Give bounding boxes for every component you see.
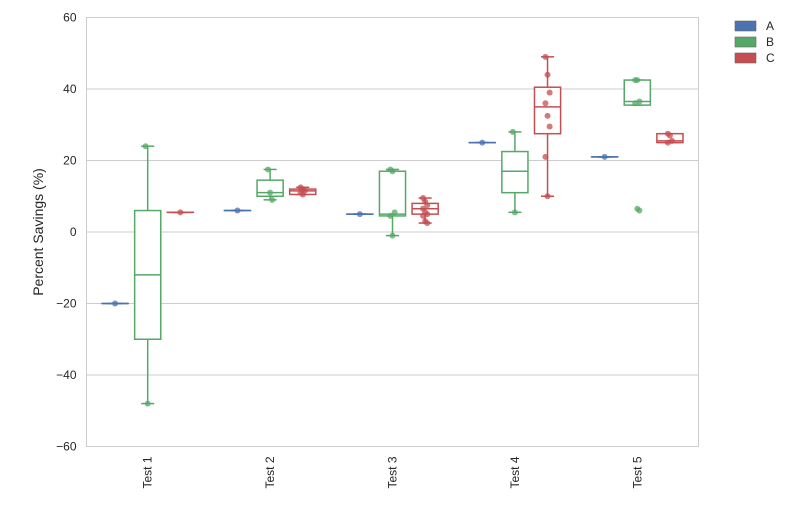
- x-tick-label: Test 3: [386, 456, 400, 488]
- data-point: [420, 213, 426, 219]
- data-point: [424, 220, 430, 226]
- data-point: [634, 77, 640, 83]
- data-point: [234, 208, 240, 214]
- data-point: [267, 190, 273, 196]
- y-tick-label: −60: [56, 440, 77, 454]
- x-tick-label: Test 4: [508, 456, 522, 488]
- y-tick-labels: −60 −40 −20 0 20 40 60: [56, 11, 77, 454]
- x-tick-label: Test 2: [263, 456, 277, 488]
- legend-swatch: [735, 21, 756, 31]
- y-axis-label: Percent Savings (%): [30, 168, 46, 296]
- data-point: [545, 113, 551, 119]
- y-tick-label: 60: [63, 11, 77, 25]
- legend-swatch: [735, 53, 756, 63]
- data-point: [667, 132, 673, 138]
- data-point: [143, 143, 149, 149]
- data-point: [542, 54, 548, 60]
- data-point: [542, 154, 548, 160]
- legend-label: C: [766, 51, 775, 65]
- data-point: [300, 191, 306, 197]
- data-point: [390, 168, 396, 174]
- y-tick-label: −20: [56, 297, 77, 311]
- y-tick-label: −40: [56, 368, 77, 382]
- x-tick-label: Test 5: [630, 456, 644, 488]
- data-point: [542, 100, 548, 106]
- data-point: [545, 72, 551, 78]
- data-point: [547, 90, 553, 96]
- data-point: [602, 154, 608, 160]
- legend-label: A: [766, 19, 774, 33]
- data-point: [632, 100, 638, 106]
- data-point: [512, 209, 518, 215]
- data-point: [390, 233, 396, 239]
- y-tick-label: 0: [70, 225, 77, 239]
- data-point: [145, 401, 151, 407]
- legend-label: B: [766, 35, 774, 49]
- x-tick-labels: Test 1 Test 2 Test 3 Test 4 Test 5: [141, 456, 645, 488]
- data-point: [112, 301, 118, 307]
- data-point: [265, 166, 271, 172]
- x-tick-label: Test 1: [141, 456, 155, 488]
- data-point: [510, 129, 516, 135]
- box-iqr: [379, 171, 405, 216]
- y-tick-label: 40: [63, 82, 77, 96]
- data-point: [357, 211, 363, 217]
- data-point: [636, 208, 642, 214]
- y-tick-label: 20: [63, 154, 77, 168]
- data-point: [387, 213, 393, 219]
- data-point: [545, 193, 551, 199]
- legend-swatch: [735, 37, 756, 47]
- legend: ABC: [735, 19, 775, 65]
- data-point: [269, 197, 275, 203]
- data-point: [177, 209, 183, 215]
- box-iqr: [502, 152, 528, 193]
- data-point: [479, 140, 485, 146]
- data-point: [547, 124, 553, 130]
- data-point: [665, 140, 671, 146]
